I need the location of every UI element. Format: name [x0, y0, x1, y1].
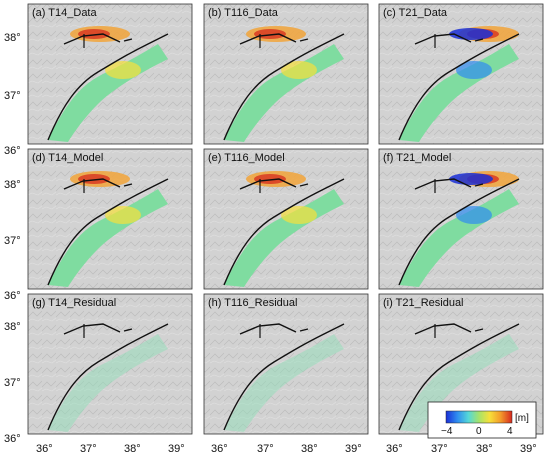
secondary-lobe [456, 61, 492, 79]
hillshade-background [204, 294, 368, 434]
x-axis-labels: 36° 37° 38° 39° 36° 37° 38° 39° 36° 37° … [36, 443, 537, 455]
uplift-core [254, 174, 286, 184]
deformation-swath [48, 334, 168, 432]
deformation-swath [224, 334, 344, 432]
panel: (b) T116_Data [203, 3, 369, 145]
panel-label: (b) T116_Data [208, 7, 279, 19]
secondary-lobe [105, 61, 141, 79]
y-tick-row1: 37° [4, 90, 21, 102]
colorbar: [m] −4 0 4 [427, 401, 537, 439]
y-tick-row2: 36° [4, 290, 21, 302]
x-tick: 38° [124, 443, 141, 455]
northern-fault-trace [239, 33, 309, 45]
uplift-core [254, 29, 286, 39]
x-tick: 39° [168, 443, 185, 455]
panel-label: (i) T21_Residual [383, 297, 464, 309]
x-tick: 37° [257, 443, 274, 455]
panel-label: (a) T14_Data [32, 7, 97, 19]
secondary-lobe [105, 206, 141, 224]
northern-fault-trace [414, 323, 484, 335]
main-fault-trace [223, 323, 345, 431]
panel: (f) T21_Model [378, 148, 544, 290]
panel-label: (c) T21_Data [383, 7, 448, 19]
main-fault-trace [223, 33, 345, 141]
colorbar-gradient [445, 410, 513, 424]
northern-fault-trace [63, 323, 133, 335]
panel-frame [27, 3, 193, 145]
panel-frame [27, 293, 193, 435]
uplift-core [78, 174, 110, 184]
main-fault-trace [223, 178, 345, 286]
northern-fault-trace [63, 33, 133, 45]
panel-frame [27, 148, 193, 290]
panel-frame [203, 3, 369, 145]
y-tick-row3: 37° [4, 377, 21, 389]
x-tick: 36° [211, 443, 228, 455]
hillshade-background [28, 294, 192, 434]
panel: (d) T14_Model [27, 148, 193, 290]
panel-frame [378, 148, 544, 290]
x-tick: 36° [386, 443, 403, 455]
x-tick: 38° [476, 443, 493, 455]
y-tick-row1: 38° [4, 32, 21, 44]
uplift-core [78, 29, 110, 39]
colorbar-tick-max: 4 [507, 426, 513, 437]
main-fault-trace [398, 33, 520, 141]
panel-frame [378, 3, 544, 145]
northern-fault-trace [414, 178, 484, 190]
y-tick-row1: 36° [4, 145, 21, 157]
northern-fault-trace [414, 33, 484, 45]
main-fault-trace [398, 178, 520, 286]
main-fault-trace [398, 323, 520, 431]
y-tick-row2: 38° [4, 179, 21, 191]
panel-label: (g) T14_Residual [32, 297, 116, 309]
main-fault-trace [47, 33, 169, 141]
y-tick-row3: 38° [4, 321, 21, 333]
panel-label: (e) T116_Model [208, 152, 285, 164]
colorbar-unit-label: [m] [515, 413, 529, 424]
panel: (e) T116_Model [203, 148, 369, 290]
northern-fault-trace [239, 178, 309, 190]
main-fault-trace [47, 178, 169, 286]
x-tick: 39° [345, 443, 362, 455]
northern-fault-trace [63, 178, 133, 190]
panel-grid: (a) T14_Data (b) T116_Data (c) T21_Data (d)… [27, 3, 544, 435]
panel-label: (h) T116_Residual [208, 297, 297, 309]
secondary-lobe [456, 206, 492, 224]
x-tick: 36° [36, 443, 53, 455]
y-axis-labels: 38° 37° 36° 38° 37° 36° 38° 37° 36° [4, 32, 21, 445]
main-fault-trace [47, 323, 169, 431]
panel: (a) T14_Data [27, 3, 193, 145]
y-tick-row2: 37° [4, 235, 21, 247]
x-tick: 38° [301, 443, 318, 455]
colorbar-tick-mid: 0 [476, 426, 482, 437]
x-tick: 37° [431, 443, 448, 455]
panel-frame [203, 293, 369, 435]
panel: (h) T116_Residual [203, 293, 369, 435]
panel-label: (d) T14_Model [32, 152, 103, 164]
x-tick: 39° [520, 443, 537, 455]
y-tick-row3: 36° [4, 433, 21, 445]
colorbar-tick-min: −4 [441, 426, 453, 437]
northern-fault-trace [239, 323, 309, 335]
secondary-lobe [281, 61, 317, 79]
x-tick: 37° [80, 443, 97, 455]
panel-frame [203, 148, 369, 290]
panel-label: (f) T21_Model [383, 152, 451, 164]
secondary-lobe [281, 206, 317, 224]
panel: (g) T14_Residual [27, 293, 193, 435]
panel: (c) T21_Data [378, 3, 544, 145]
